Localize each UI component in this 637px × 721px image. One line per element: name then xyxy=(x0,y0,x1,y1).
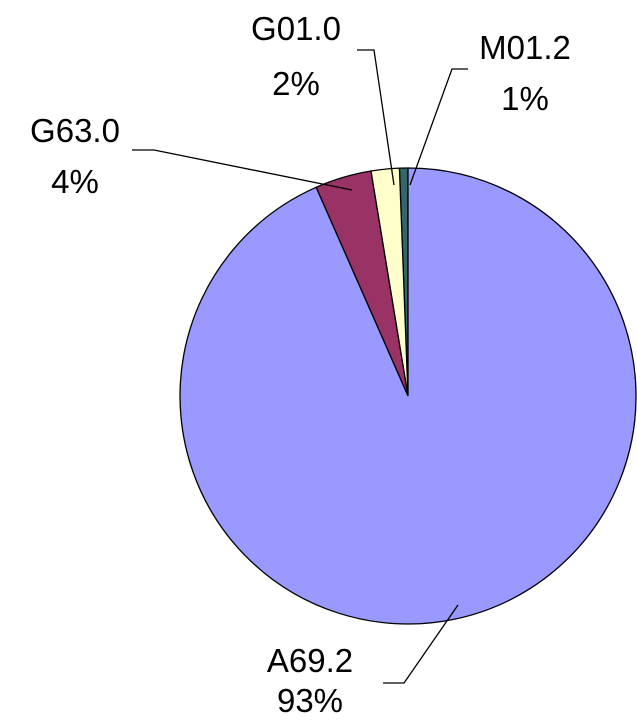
slice-percent-g63-0: 4% xyxy=(51,163,99,200)
slice-label-g01-0: G01.0 xyxy=(251,10,341,47)
leader-g63-0 xyxy=(132,149,353,191)
slice-percent-g01-0: 2% xyxy=(272,65,320,102)
leader-m01-2 xyxy=(409,68,468,186)
slice-label-a69-2: A69.2 xyxy=(267,642,353,679)
leader-a69-2 xyxy=(383,604,459,684)
leader-lines xyxy=(132,49,468,684)
slice-percent-a69-2: 93% xyxy=(277,682,343,719)
slice-label-m01-2: M01.2 xyxy=(479,29,571,66)
pie-slice-a69-2 xyxy=(179,167,637,625)
leader-g01-0 xyxy=(357,49,395,186)
pie-slices xyxy=(179,167,637,625)
slice-label-g63-0: G63.0 xyxy=(30,112,120,149)
slice-percent-m01-2: 1% xyxy=(501,80,549,117)
